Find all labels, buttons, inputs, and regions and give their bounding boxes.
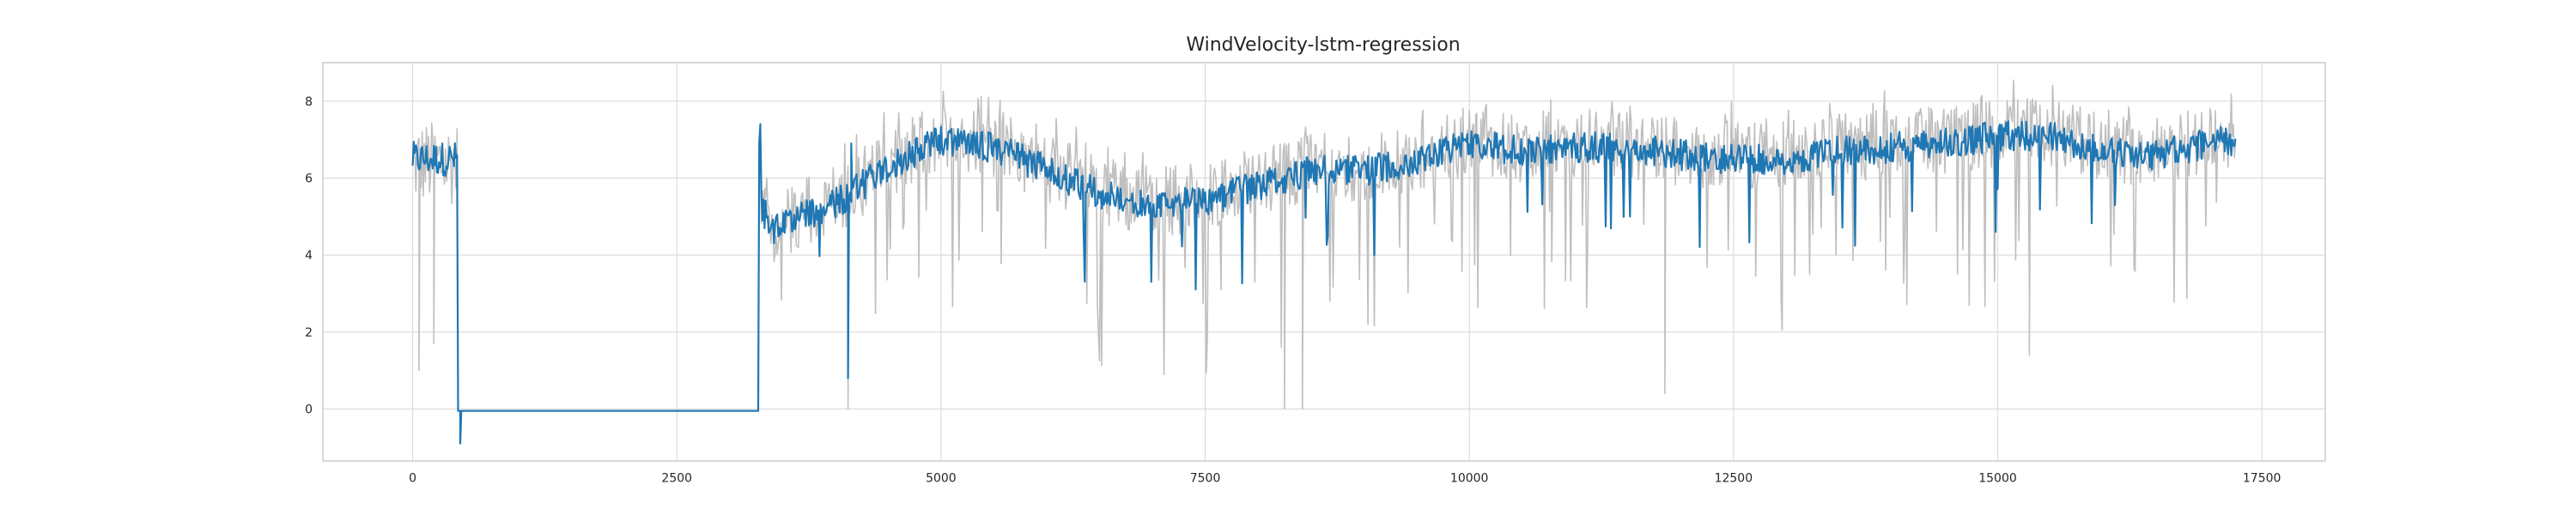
y-tick-label: 4 <box>305 249 313 263</box>
y-tick-label: 0 <box>305 403 313 416</box>
y-tick-label: 2 <box>305 326 313 340</box>
y-tick-label: 6 <box>305 172 313 185</box>
y-tick-label: 8 <box>305 95 313 109</box>
plot-frame <box>322 62 2326 462</box>
series-layer <box>411 79 2237 445</box>
x-tick-label: 10000 <box>1450 472 1489 486</box>
x-tick-label: 17500 <box>2243 472 2281 486</box>
x-tick-label: 15000 <box>1978 472 2017 486</box>
x-tick-label: 0 <box>409 472 416 486</box>
x-tick-label: 2500 <box>661 472 692 486</box>
x-tick-label: 7500 <box>1190 472 1221 486</box>
grid <box>323 63 2325 461</box>
axes: 0 2500 5000 7500 10000 12500 15000 17500 0 2 4 6 8 <box>305 62 2326 486</box>
series-line-predicted <box>411 120 2237 445</box>
chart-title: WindVelocity-lstm-regression <box>1186 34 1460 56</box>
x-tick-label: 5000 <box>926 472 957 486</box>
x-tick-label: 12500 <box>1715 472 1753 486</box>
